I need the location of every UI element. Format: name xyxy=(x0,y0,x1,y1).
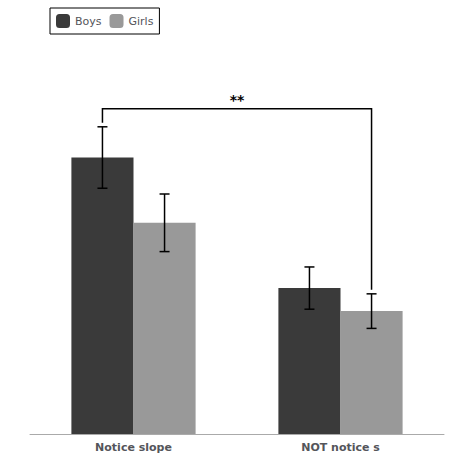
svg-text:Notice slope: Notice slope xyxy=(95,441,172,454)
svg-text:Girls: Girls xyxy=(129,15,154,28)
svg-text:Boys: Boys xyxy=(75,15,102,28)
svg-text:NOT notice s: NOT notice s xyxy=(301,441,380,454)
svg-text:**: ** xyxy=(230,92,245,108)
